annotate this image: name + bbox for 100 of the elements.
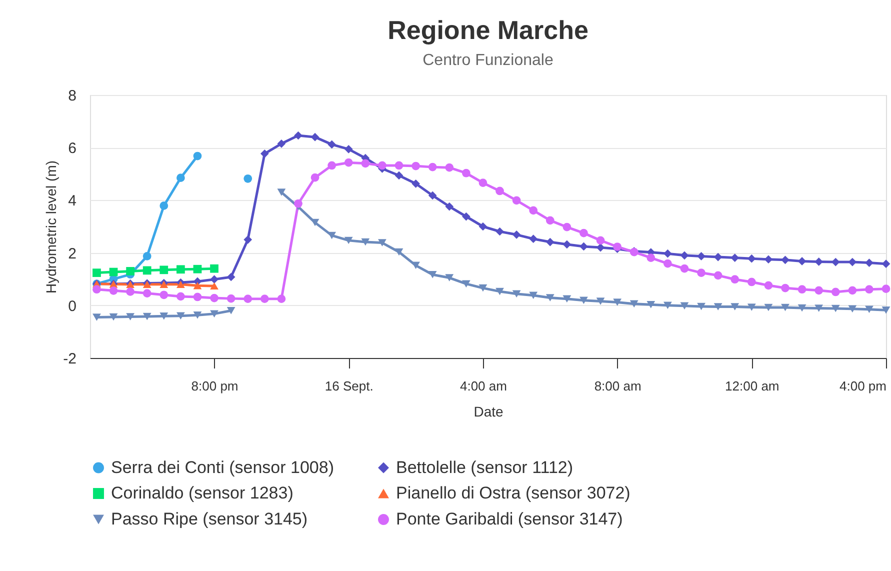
- point: [882, 284, 890, 294]
- point: [210, 264, 218, 273]
- point: [193, 264, 202, 274]
- point: [310, 132, 320, 142]
- point: [814, 286, 824, 295]
- point: [478, 178, 488, 188]
- point: [412, 179, 420, 188]
- point: [646, 254, 656, 262]
- point: [412, 162, 420, 170]
- point: [596, 298, 605, 305]
- legend-label: Pianello di Ostra (sensor 3072): [396, 484, 630, 502]
- point: [378, 239, 386, 246]
- point: [546, 238, 554, 246]
- point: [109, 286, 118, 295]
- point: [142, 252, 152, 260]
- point: [580, 228, 588, 238]
- point: [865, 285, 874, 294]
- point: [142, 266, 152, 275]
- legend-label: Serra dei Conti (sensor 1008): [111, 458, 334, 477]
- legend-label: Corinaldo (sensor 1283): [111, 484, 294, 502]
- point: [445, 274, 454, 282]
- point: [193, 282, 202, 290]
- point: [882, 306, 890, 314]
- point: [428, 271, 437, 278]
- point: [193, 312, 202, 319]
- y-tick-label: 2: [68, 245, 76, 262]
- point: [747, 278, 756, 286]
- point: [546, 294, 554, 302]
- point: [176, 174, 185, 182]
- point: [344, 158, 353, 167]
- x-tick-label: 4:00 pm: [840, 378, 886, 394]
- y-tick-label: 0: [68, 298, 76, 315]
- point: [697, 252, 706, 260]
- point: [680, 302, 689, 310]
- point: [160, 202, 168, 210]
- x-axis-title: Date: [474, 404, 504, 420]
- point: [613, 242, 622, 251]
- point: [781, 284, 790, 292]
- point: [814, 304, 824, 312]
- point: [445, 163, 454, 172]
- point: [210, 294, 218, 302]
- point: [462, 212, 470, 221]
- point: [126, 288, 134, 296]
- point: [142, 289, 152, 298]
- point: [361, 159, 370, 168]
- point: [92, 314, 101, 321]
- point: [176, 312, 185, 320]
- point: [260, 294, 269, 303]
- point: [865, 258, 874, 267]
- point: [730, 303, 740, 310]
- point: [865, 306, 874, 313]
- point: [310, 173, 320, 182]
- point: [764, 281, 773, 290]
- point: [176, 265, 185, 274]
- point: [680, 251, 689, 260]
- point: [160, 290, 168, 300]
- point: [596, 243, 605, 252]
- point: [764, 304, 773, 312]
- point: [226, 294, 236, 303]
- y-axis-title: Hydrometric level (m): [43, 160, 60, 294]
- point: [294, 199, 302, 208]
- point: [562, 240, 572, 249]
- point: [210, 310, 218, 318]
- point: [478, 284, 488, 292]
- point: [546, 216, 554, 225]
- point: [160, 312, 168, 320]
- point: [478, 222, 488, 231]
- point: [613, 298, 622, 306]
- y-tick-label: 4: [68, 192, 76, 210]
- point: [630, 300, 638, 308]
- legend-label: Ponte Garibaldi (sensor 3147): [396, 510, 623, 528]
- point: [160, 266, 168, 274]
- point: [277, 188, 286, 196]
- legend-label: Bettolelle (sensor 1112): [396, 458, 574, 477]
- y-tick-label: 8: [68, 88, 76, 104]
- point: [394, 161, 404, 170]
- point: [344, 144, 353, 154]
- point: [697, 268, 706, 277]
- point: [210, 282, 218, 290]
- point: [512, 196, 521, 205]
- point: [664, 302, 672, 310]
- point: [193, 292, 202, 302]
- point: [328, 161, 336, 170]
- point: [781, 256, 790, 264]
- y-tick-label: 6: [68, 140, 76, 158]
- point: [109, 268, 118, 276]
- point: [730, 275, 740, 284]
- point: [294, 131, 302, 140]
- x-tick-label: 8:00 pm: [191, 378, 238, 394]
- legend-label: Passo Ripe (sensor 3145): [111, 510, 308, 528]
- point: [92, 285, 101, 294]
- point: [496, 186, 504, 196]
- point: [680, 264, 689, 273]
- point: [562, 222, 572, 232]
- point: [328, 232, 336, 240]
- point: [496, 288, 504, 296]
- point: [244, 174, 252, 183]
- point: [92, 268, 101, 277]
- point: [126, 267, 134, 276]
- chart-title: Regione Marche: [388, 15, 588, 45]
